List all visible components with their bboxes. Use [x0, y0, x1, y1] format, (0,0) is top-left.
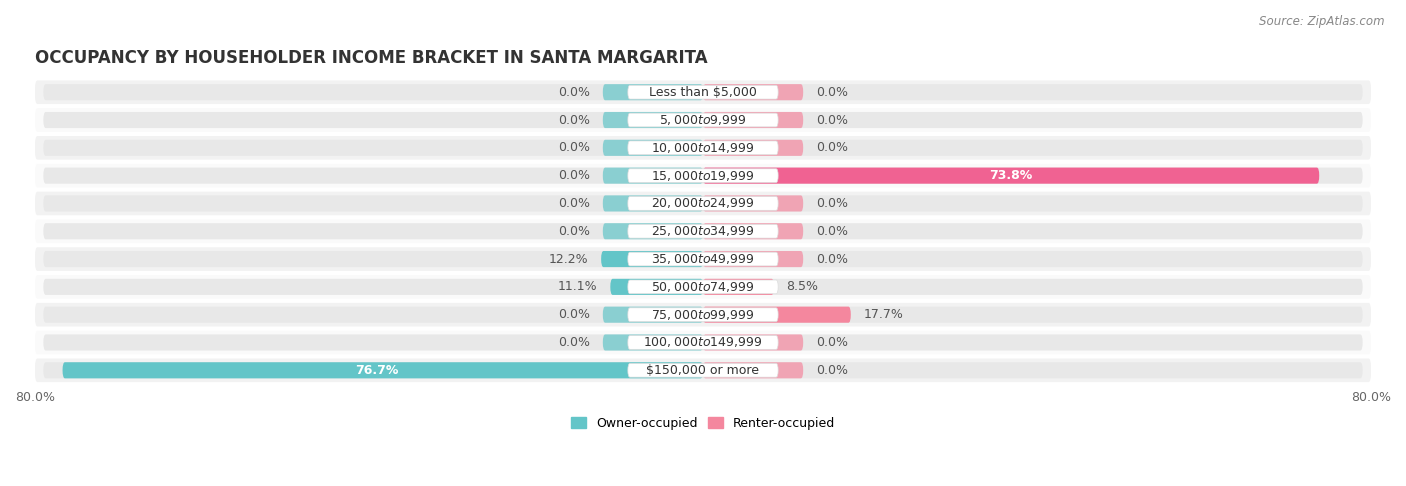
Text: 0.0%: 0.0%: [815, 114, 848, 126]
FancyBboxPatch shape: [628, 169, 778, 182]
FancyBboxPatch shape: [35, 303, 1371, 327]
Text: $25,000 to $34,999: $25,000 to $34,999: [651, 224, 755, 238]
Text: $100,000 to $149,999: $100,000 to $149,999: [644, 335, 762, 349]
FancyBboxPatch shape: [35, 275, 1371, 299]
FancyBboxPatch shape: [44, 251, 1362, 267]
Text: 12.2%: 12.2%: [548, 253, 589, 265]
FancyBboxPatch shape: [703, 84, 803, 100]
FancyBboxPatch shape: [44, 279, 1362, 295]
FancyBboxPatch shape: [62, 362, 703, 379]
FancyBboxPatch shape: [35, 164, 1371, 188]
Text: 0.0%: 0.0%: [815, 225, 848, 238]
FancyBboxPatch shape: [44, 195, 1362, 211]
FancyBboxPatch shape: [603, 84, 703, 100]
Text: 0.0%: 0.0%: [558, 86, 591, 99]
FancyBboxPatch shape: [603, 140, 703, 156]
Text: 0.0%: 0.0%: [815, 141, 848, 155]
FancyBboxPatch shape: [628, 141, 778, 155]
FancyBboxPatch shape: [35, 330, 1371, 354]
FancyBboxPatch shape: [628, 308, 778, 322]
FancyBboxPatch shape: [603, 334, 703, 350]
FancyBboxPatch shape: [603, 168, 703, 184]
Text: 73.8%: 73.8%: [990, 169, 1033, 182]
FancyBboxPatch shape: [628, 225, 778, 238]
Text: $20,000 to $24,999: $20,000 to $24,999: [651, 196, 755, 210]
Legend: Owner-occupied, Renter-occupied: Owner-occupied, Renter-occupied: [567, 412, 839, 435]
FancyBboxPatch shape: [35, 191, 1371, 215]
FancyBboxPatch shape: [35, 359, 1371, 382]
Text: 76.7%: 76.7%: [354, 364, 398, 377]
FancyBboxPatch shape: [703, 362, 803, 379]
FancyBboxPatch shape: [703, 140, 803, 156]
Text: 0.0%: 0.0%: [558, 225, 591, 238]
FancyBboxPatch shape: [603, 112, 703, 128]
Text: 0.0%: 0.0%: [558, 197, 591, 210]
Text: $75,000 to $99,999: $75,000 to $99,999: [651, 308, 755, 322]
FancyBboxPatch shape: [44, 84, 1362, 100]
FancyBboxPatch shape: [35, 108, 1371, 132]
Text: Less than $5,000: Less than $5,000: [650, 86, 756, 99]
FancyBboxPatch shape: [35, 247, 1371, 271]
FancyBboxPatch shape: [610, 279, 703, 295]
Text: $15,000 to $19,999: $15,000 to $19,999: [651, 169, 755, 183]
FancyBboxPatch shape: [628, 252, 778, 266]
Text: 0.0%: 0.0%: [815, 86, 848, 99]
Text: 17.7%: 17.7%: [863, 308, 903, 321]
FancyBboxPatch shape: [35, 80, 1371, 104]
Text: 0.0%: 0.0%: [558, 141, 591, 155]
FancyBboxPatch shape: [703, 168, 1319, 184]
FancyBboxPatch shape: [703, 334, 803, 350]
FancyBboxPatch shape: [703, 279, 773, 295]
FancyBboxPatch shape: [35, 136, 1371, 159]
FancyBboxPatch shape: [44, 334, 1362, 350]
FancyBboxPatch shape: [628, 113, 778, 127]
FancyBboxPatch shape: [628, 196, 778, 210]
Text: 0.0%: 0.0%: [558, 336, 591, 349]
FancyBboxPatch shape: [703, 251, 803, 267]
FancyBboxPatch shape: [44, 112, 1362, 128]
FancyBboxPatch shape: [44, 362, 1362, 379]
FancyBboxPatch shape: [602, 251, 703, 267]
Text: 0.0%: 0.0%: [558, 308, 591, 321]
Text: $150,000 or more: $150,000 or more: [647, 364, 759, 377]
Text: 8.5%: 8.5%: [786, 280, 818, 294]
FancyBboxPatch shape: [603, 307, 703, 323]
Text: 0.0%: 0.0%: [815, 336, 848, 349]
Text: 11.1%: 11.1%: [558, 280, 598, 294]
FancyBboxPatch shape: [628, 280, 778, 294]
FancyBboxPatch shape: [628, 364, 778, 377]
Text: 0.0%: 0.0%: [815, 253, 848, 265]
FancyBboxPatch shape: [44, 307, 1362, 323]
Text: $5,000 to $9,999: $5,000 to $9,999: [659, 113, 747, 127]
FancyBboxPatch shape: [628, 86, 778, 99]
Text: 0.0%: 0.0%: [815, 197, 848, 210]
FancyBboxPatch shape: [703, 112, 803, 128]
FancyBboxPatch shape: [44, 223, 1362, 239]
FancyBboxPatch shape: [603, 223, 703, 239]
Text: 0.0%: 0.0%: [558, 169, 591, 182]
Text: $10,000 to $14,999: $10,000 to $14,999: [651, 141, 755, 155]
FancyBboxPatch shape: [44, 140, 1362, 156]
Text: 0.0%: 0.0%: [815, 364, 848, 377]
Text: $50,000 to $74,999: $50,000 to $74,999: [651, 280, 755, 294]
FancyBboxPatch shape: [703, 307, 851, 323]
FancyBboxPatch shape: [35, 220, 1371, 243]
Text: OCCUPANCY BY HOUSEHOLDER INCOME BRACKET IN SANTA MARGARITA: OCCUPANCY BY HOUSEHOLDER INCOME BRACKET …: [35, 49, 707, 67]
Text: 0.0%: 0.0%: [558, 114, 591, 126]
FancyBboxPatch shape: [603, 195, 703, 211]
FancyBboxPatch shape: [703, 195, 803, 211]
FancyBboxPatch shape: [703, 223, 803, 239]
FancyBboxPatch shape: [44, 168, 1362, 184]
Text: Source: ZipAtlas.com: Source: ZipAtlas.com: [1260, 15, 1385, 28]
FancyBboxPatch shape: [628, 336, 778, 349]
Text: $35,000 to $49,999: $35,000 to $49,999: [651, 252, 755, 266]
